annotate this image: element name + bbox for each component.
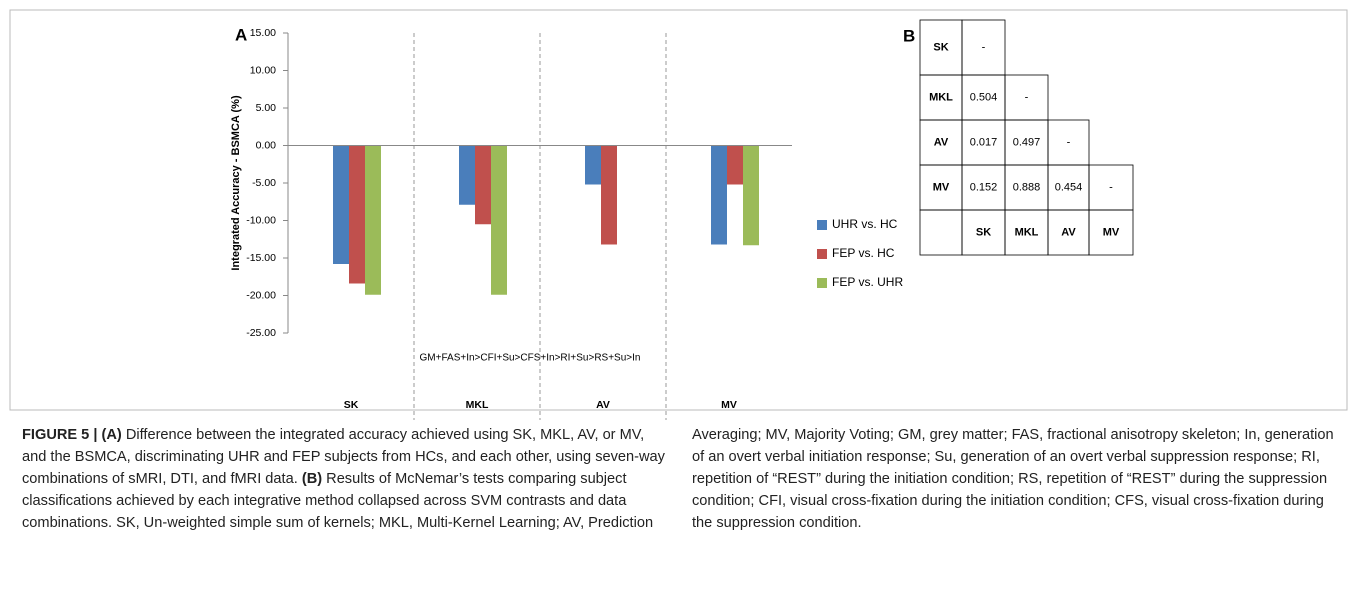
column-header: SK <box>976 226 991 238</box>
table-value: 0.017 <box>970 136 998 148</box>
column-header: MKL <box>1015 226 1039 238</box>
table-value: 0.497 <box>1013 136 1041 148</box>
row-header: AV <box>934 136 949 148</box>
y-tick-label: 0.00 <box>256 139 277 151</box>
y-tick-label: -10.00 <box>246 214 276 226</box>
table-value: 0.888 <box>1013 181 1041 193</box>
legend-swatch <box>817 220 827 230</box>
row-header: MV <box>933 181 950 193</box>
table-cell <box>1088 209 1134 256</box>
bar <box>349 145 365 284</box>
annotation: GM+FAS+In>CFI+Su>CFS+In>RI+Su>RS+Su>In <box>420 353 641 364</box>
caption-label: (B) <box>301 471 323 487</box>
x-tick-label: AV <box>596 399 610 411</box>
table-value: - <box>1109 181 1113 193</box>
table-value: - <box>1067 136 1071 148</box>
legend-swatch <box>817 278 827 288</box>
y-tick-label: -5.00 <box>252 177 276 189</box>
bar <box>333 145 349 264</box>
table-value: 0.152 <box>970 181 998 193</box>
caption-text: Difference between the integrated accura… <box>22 427 665 487</box>
bar <box>459 145 475 205</box>
y-tick-label: -15.00 <box>246 252 276 264</box>
bar <box>727 145 743 185</box>
column-header: MV <box>1103 226 1120 238</box>
y-tick-label: 5.00 <box>256 102 277 114</box>
bar <box>475 145 491 225</box>
caption-text: Results of McNemar’s tests comparing sub… <box>22 427 1334 531</box>
caption-label: FIGURE 5 | (A) <box>22 427 122 443</box>
y-tick-label: 15.00 <box>250 27 276 39</box>
x-tick-label: MV <box>721 399 737 411</box>
table-value: - <box>982 41 986 53</box>
table-value: - <box>1025 91 1029 103</box>
bar <box>585 145 601 185</box>
row-header: SK <box>933 41 948 53</box>
figure: A Integrated Accuracy - BSMCA (%) GM+FAS… <box>9 9 1348 420</box>
panel-label: A <box>235 25 247 44</box>
bar <box>491 145 507 295</box>
legend-label: UHR vs. HC <box>832 217 898 231</box>
legend-label: FEP vs. HC <box>832 246 895 260</box>
bar <box>601 145 617 245</box>
table-value: 0.504 <box>970 91 998 103</box>
table-value: 0.454 <box>1055 181 1083 193</box>
y-axis-label: Integrated Accuracy - BSMCA (%) <box>230 95 242 271</box>
bar <box>711 145 727 245</box>
bar <box>743 145 759 246</box>
x-tick-label: SK <box>344 399 359 411</box>
y-tick-label: -25.00 <box>246 327 276 339</box>
legend-label: FEP vs. UHR <box>832 275 903 289</box>
figure-frame <box>9 9 1348 411</box>
y-tick-label: 10.00 <box>250 64 276 76</box>
table-cell <box>919 209 963 256</box>
caption: FIGURE 5 | (A) Difference between the in… <box>22 424 1340 534</box>
y-tick-label: -20.00 <box>246 289 276 301</box>
panel-label: B <box>903 26 915 45</box>
row-header: MKL <box>929 91 953 103</box>
legend-swatch <box>817 249 827 259</box>
x-tick-label: MKL <box>466 399 489 411</box>
bar <box>365 145 381 295</box>
column-header: AV <box>1061 226 1076 238</box>
